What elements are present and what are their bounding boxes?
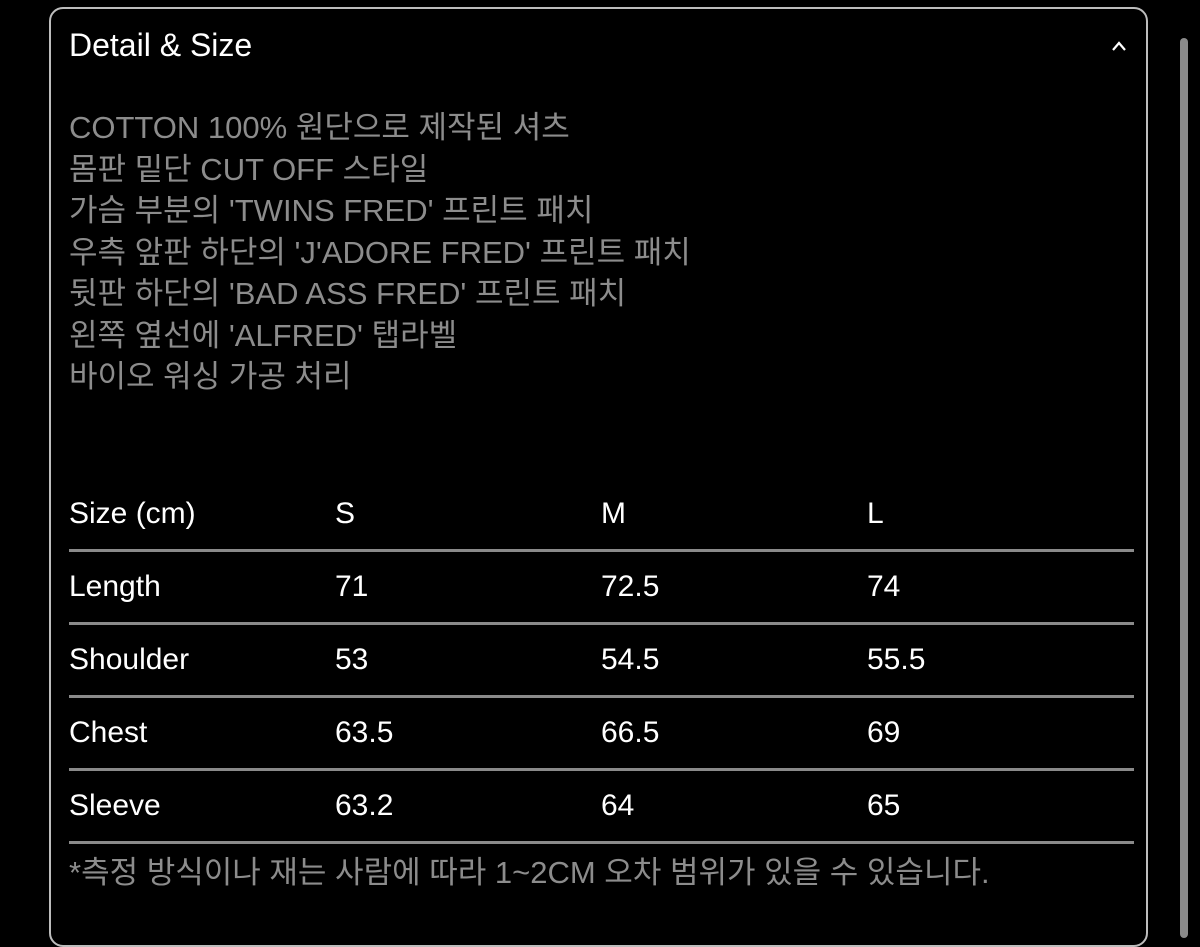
table-row: Sleeve 63.2 64 65 [69, 771, 1134, 844]
row-label: Shoulder [69, 643, 190, 676]
product-description: COTTON 100% 원단으로 제작된 셔츠 몸판 밑단 CUT OFF 스타… [69, 107, 691, 398]
table-header: Size (cm) S M L [69, 479, 1134, 552]
table-row: Chest 63.5 66.5 69 [69, 698, 1134, 771]
description-line: 가슴 부분의 'TWINS FRED' 프린트 패치 [69, 193, 594, 228]
description-line: COTTON 100% 원단으로 제작된 셔츠 [69, 110, 570, 145]
table-row: Shoulder 53 54.5 55.5 [69, 625, 1134, 698]
cell: 74 [867, 570, 901, 603]
cell: 63.5 [335, 716, 394, 749]
size-table: Size (cm) S M L Length 71 72.5 74 Should… [69, 479, 1134, 844]
header-cell: Size (cm) [69, 497, 196, 530]
scrollbar[interactable] [1180, 38, 1188, 938]
cell: 53 [335, 643, 369, 676]
measurement-note: *측정 방식이나 재는 사람에 따라 1~2CM 오차 범위가 있을 수 있습니… [69, 855, 990, 890]
description-line: 왼쪽 옆선에 'ALFRED' 탭라벨 [69, 317, 458, 353]
cell: 65 [867, 789, 901, 822]
detail-size-panel: Detail & Size COTTON 100% 원단으로 제작된 셔츠 몸판… [49, 7, 1148, 947]
cell: 64 [601, 789, 635, 822]
header-cell: L [867, 497, 884, 530]
cell: 66.5 [601, 716, 660, 749]
cell: 63.2 [335, 789, 394, 822]
cell: 71 [335, 570, 369, 603]
cell: 72.5 [601, 570, 660, 603]
description-line: 뒷판 하단의 'BAD ASS FRED' 프린트 패치 [69, 276, 627, 311]
cell: 69 [867, 716, 901, 749]
description-line: 몸판 밑단 CUT OFF 스타일 [69, 151, 429, 187]
description-line: 우측 앞판 하단의 'J'ADORE FRED' 프린트 패치 [69, 234, 691, 270]
row-label: Length [69, 570, 161, 603]
header-cell: S [335, 497, 356, 530]
cell: 54.5 [601, 643, 660, 676]
header-cell: M [601, 497, 626, 530]
chevron-up-icon[interactable] [1112, 39, 1126, 53]
table-row: Length 71 72.5 74 [69, 552, 1134, 625]
panel-title[interactable]: Detail & Size [69, 27, 253, 63]
description-line: 바이오 워싱 가공 처리 [69, 359, 352, 394]
row-label: Chest [69, 716, 148, 749]
row-label: Sleeve [69, 789, 161, 822]
cell: 55.5 [867, 643, 926, 676]
